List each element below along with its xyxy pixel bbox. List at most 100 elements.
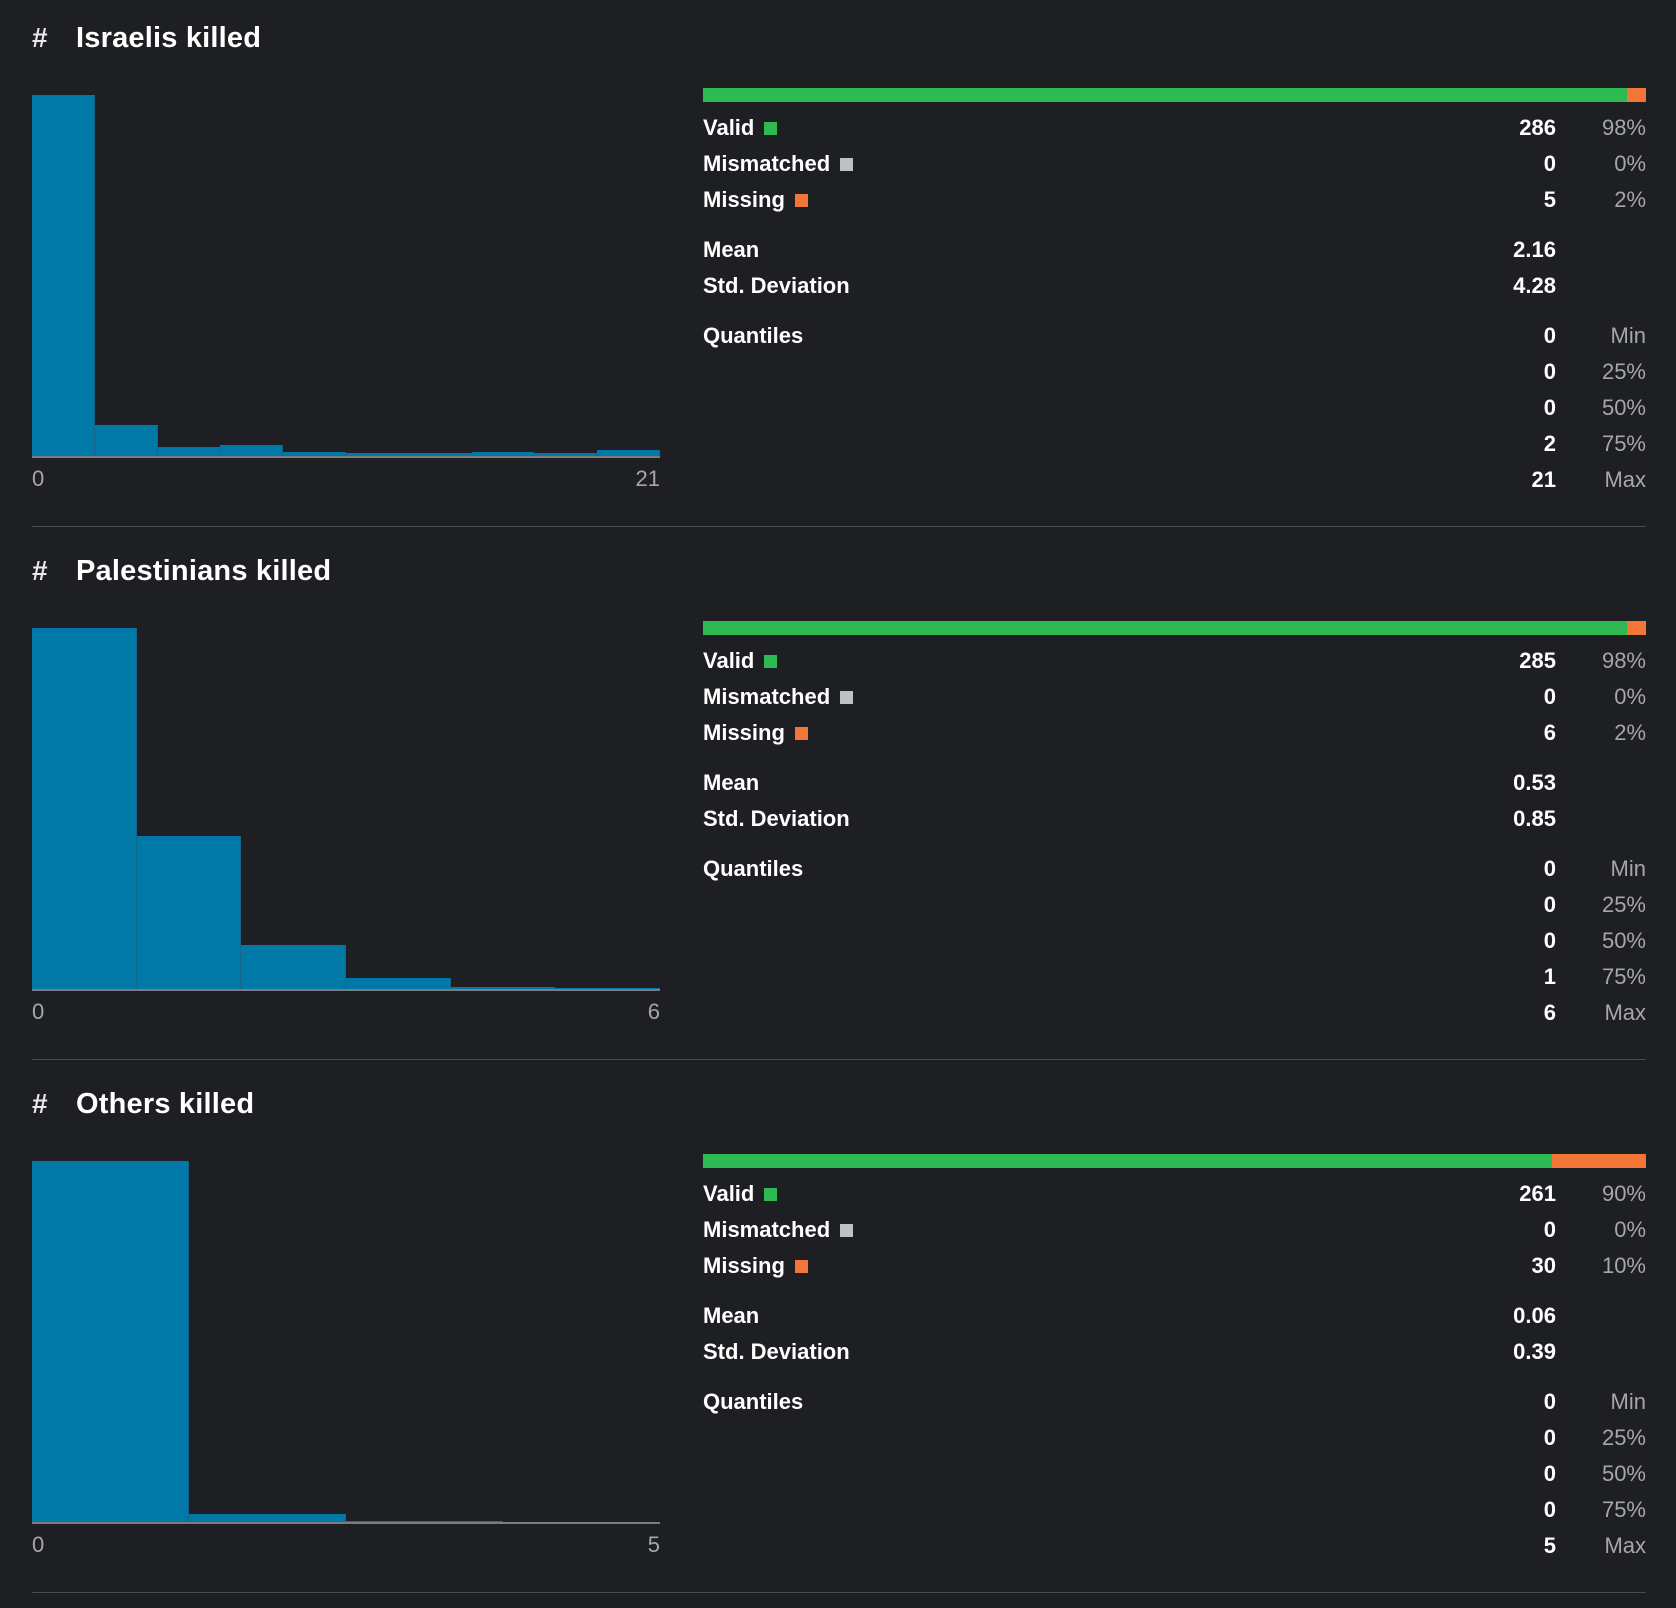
quantile-label: Min bbox=[1610, 856, 1646, 881]
histogram-bar[interactable] bbox=[189, 1513, 346, 1523]
stat-count: 285 bbox=[1519, 648, 1556, 673]
quantiles-label: Quantiles bbox=[703, 856, 804, 881]
histogram[interactable] bbox=[32, 94, 660, 459]
stat-value: 0.53 bbox=[1513, 770, 1556, 795]
data-quality-bar[interactable] bbox=[703, 621, 1646, 635]
stat-row-std-deviation: Std. Deviation 0.85 bbox=[703, 806, 1646, 836]
stat-label: Missing bbox=[703, 187, 785, 212]
stat-row-missing: Missing 30 10% bbox=[703, 1253, 1646, 1283]
histogram-max-label: 21 bbox=[635, 466, 660, 491]
quantile-row-max: 6 Max bbox=[703, 1000, 1646, 1030]
histogram-bar[interactable] bbox=[597, 450, 660, 457]
quantile-value: 0 bbox=[1543, 395, 1556, 420]
mismatched-legend-swatch bbox=[840, 1223, 854, 1237]
histogram-axis bbox=[32, 456, 660, 458]
stat-row-mean: Mean 0.53 bbox=[703, 770, 1646, 800]
valid-legend-swatch bbox=[764, 1187, 778, 1201]
stat-label: Missing bbox=[703, 720, 785, 745]
column-profile-israelis-killed: # Israelis killed 0 21 Valid 286 98% Mis… bbox=[0, 0, 1676, 533]
histogram-bar[interactable] bbox=[32, 1161, 189, 1523]
stat-label: Std. Deviation bbox=[703, 806, 850, 831]
quantile-value: 0 bbox=[1543, 1425, 1556, 1450]
stat-row-missing: Missing 6 2% bbox=[703, 720, 1646, 750]
stat-count: 286 bbox=[1519, 115, 1556, 140]
stat-value: 0.06 bbox=[1513, 1303, 1556, 1328]
stat-value: 2.16 bbox=[1513, 237, 1556, 262]
histogram-axis bbox=[32, 1522, 660, 1524]
histogram-bar[interactable] bbox=[32, 95, 95, 457]
quantile-value: 21 bbox=[1531, 467, 1556, 492]
quantile-value: 5 bbox=[1543, 1533, 1556, 1558]
valid-legend-swatch bbox=[764, 654, 778, 668]
stat-row-mean: Mean 2.16 bbox=[703, 237, 1646, 267]
column-header[interactable]: # Israelis killed bbox=[32, 18, 261, 58]
stat-percent: 0% bbox=[1614, 151, 1646, 176]
data-quality-bar[interactable] bbox=[703, 1154, 1646, 1168]
quantile-label: 25% bbox=[1601, 359, 1646, 384]
histogram-bar[interactable] bbox=[241, 945, 346, 990]
column-profile-palestinians-killed: # Palestinians killed 0 6 Valid 285 98% … bbox=[0, 533, 1676, 1066]
stat-label: Std. Deviation bbox=[703, 273, 850, 298]
histogram-bar[interactable] bbox=[157, 446, 221, 457]
quantiles-label: Quantiles bbox=[703, 323, 804, 348]
quantile-row-75: 0 75% bbox=[703, 1497, 1646, 1527]
stat-percent: 2% bbox=[1614, 720, 1646, 745]
quantile-label: Max bbox=[1604, 1533, 1646, 1558]
histogram-bar[interactable] bbox=[220, 445, 284, 457]
histogram-bar[interactable] bbox=[450, 987, 556, 990]
quantile-label: Min bbox=[1610, 323, 1646, 348]
stat-count: 0 bbox=[1543, 684, 1556, 709]
histogram-bar[interactable] bbox=[32, 628, 137, 990]
histogram-min-label: 0 bbox=[32, 999, 45, 1024]
quantile-value: 0 bbox=[1543, 323, 1556, 348]
quantile-row-50: 0 50% bbox=[703, 395, 1646, 425]
quantile-row-25: 0 25% bbox=[703, 892, 1646, 922]
histogram-bar[interactable] bbox=[94, 425, 158, 457]
hash-icon: # bbox=[32, 1088, 48, 1119]
histogram[interactable] bbox=[32, 627, 660, 992]
histogram-bar[interactable] bbox=[283, 451, 346, 457]
stat-label: Std. Deviation bbox=[703, 1339, 850, 1364]
histogram-bar[interactable] bbox=[471, 451, 535, 457]
histogram-bars bbox=[32, 1160, 660, 1523]
histogram-bar[interactable] bbox=[408, 453, 472, 457]
quantile-row-50: 0 50% bbox=[703, 1461, 1646, 1491]
quantile-row-25: 0 25% bbox=[703, 1425, 1646, 1455]
stat-label: Mismatched bbox=[703, 151, 831, 176]
quantile-label: 75% bbox=[1601, 1497, 1646, 1522]
quality-bar-missing bbox=[1627, 621, 1646, 635]
stat-percent: 98% bbox=[1601, 648, 1646, 673]
stat-label: Mean bbox=[703, 1303, 760, 1328]
data-quality-bar[interactable] bbox=[703, 88, 1646, 102]
stat-row-valid: Valid 261 90% bbox=[703, 1181, 1646, 1211]
histogram[interactable] bbox=[32, 1160, 660, 1525]
quantile-label: 75% bbox=[1601, 964, 1646, 989]
valid-legend-swatch bbox=[764, 121, 778, 135]
quantile-value: 2 bbox=[1543, 431, 1556, 456]
quantile-value: 0 bbox=[1543, 1389, 1556, 1414]
missing-legend-swatch bbox=[794, 1259, 808, 1273]
stat-value: 0.85 bbox=[1513, 806, 1556, 831]
histogram-bar[interactable] bbox=[346, 978, 451, 990]
stat-percent: 10% bbox=[1601, 1253, 1646, 1278]
quantile-value: 1 bbox=[1543, 964, 1556, 989]
stat-row-mismatched: Mismatched 0 0% bbox=[703, 684, 1646, 714]
stat-row-valid: Valid 286 98% bbox=[703, 115, 1646, 145]
stat-percent: 98% bbox=[1601, 115, 1646, 140]
stat-row-std-deviation: Std. Deviation 4.28 bbox=[703, 273, 1646, 303]
histogram-min-label: 0 bbox=[32, 1532, 45, 1557]
column-header[interactable]: # Palestinians killed bbox=[32, 551, 331, 591]
histogram-bar[interactable] bbox=[136, 836, 242, 990]
stat-count: 261 bbox=[1519, 1181, 1556, 1206]
stat-count: 30 bbox=[1531, 1253, 1556, 1278]
histogram-bar[interactable] bbox=[534, 453, 598, 457]
section-divider bbox=[32, 526, 1646, 527]
column-header[interactable]: # Others killed bbox=[32, 1084, 254, 1124]
quantile-value: 0 bbox=[1543, 928, 1556, 953]
stat-count: 6 bbox=[1543, 720, 1556, 745]
stat-row-mean: Mean 0.06 bbox=[703, 1303, 1646, 1333]
missing-legend-swatch bbox=[794, 726, 808, 740]
histogram-bar[interactable] bbox=[346, 453, 409, 457]
quantile-row-min: Quantiles 0 Min bbox=[703, 323, 1646, 353]
